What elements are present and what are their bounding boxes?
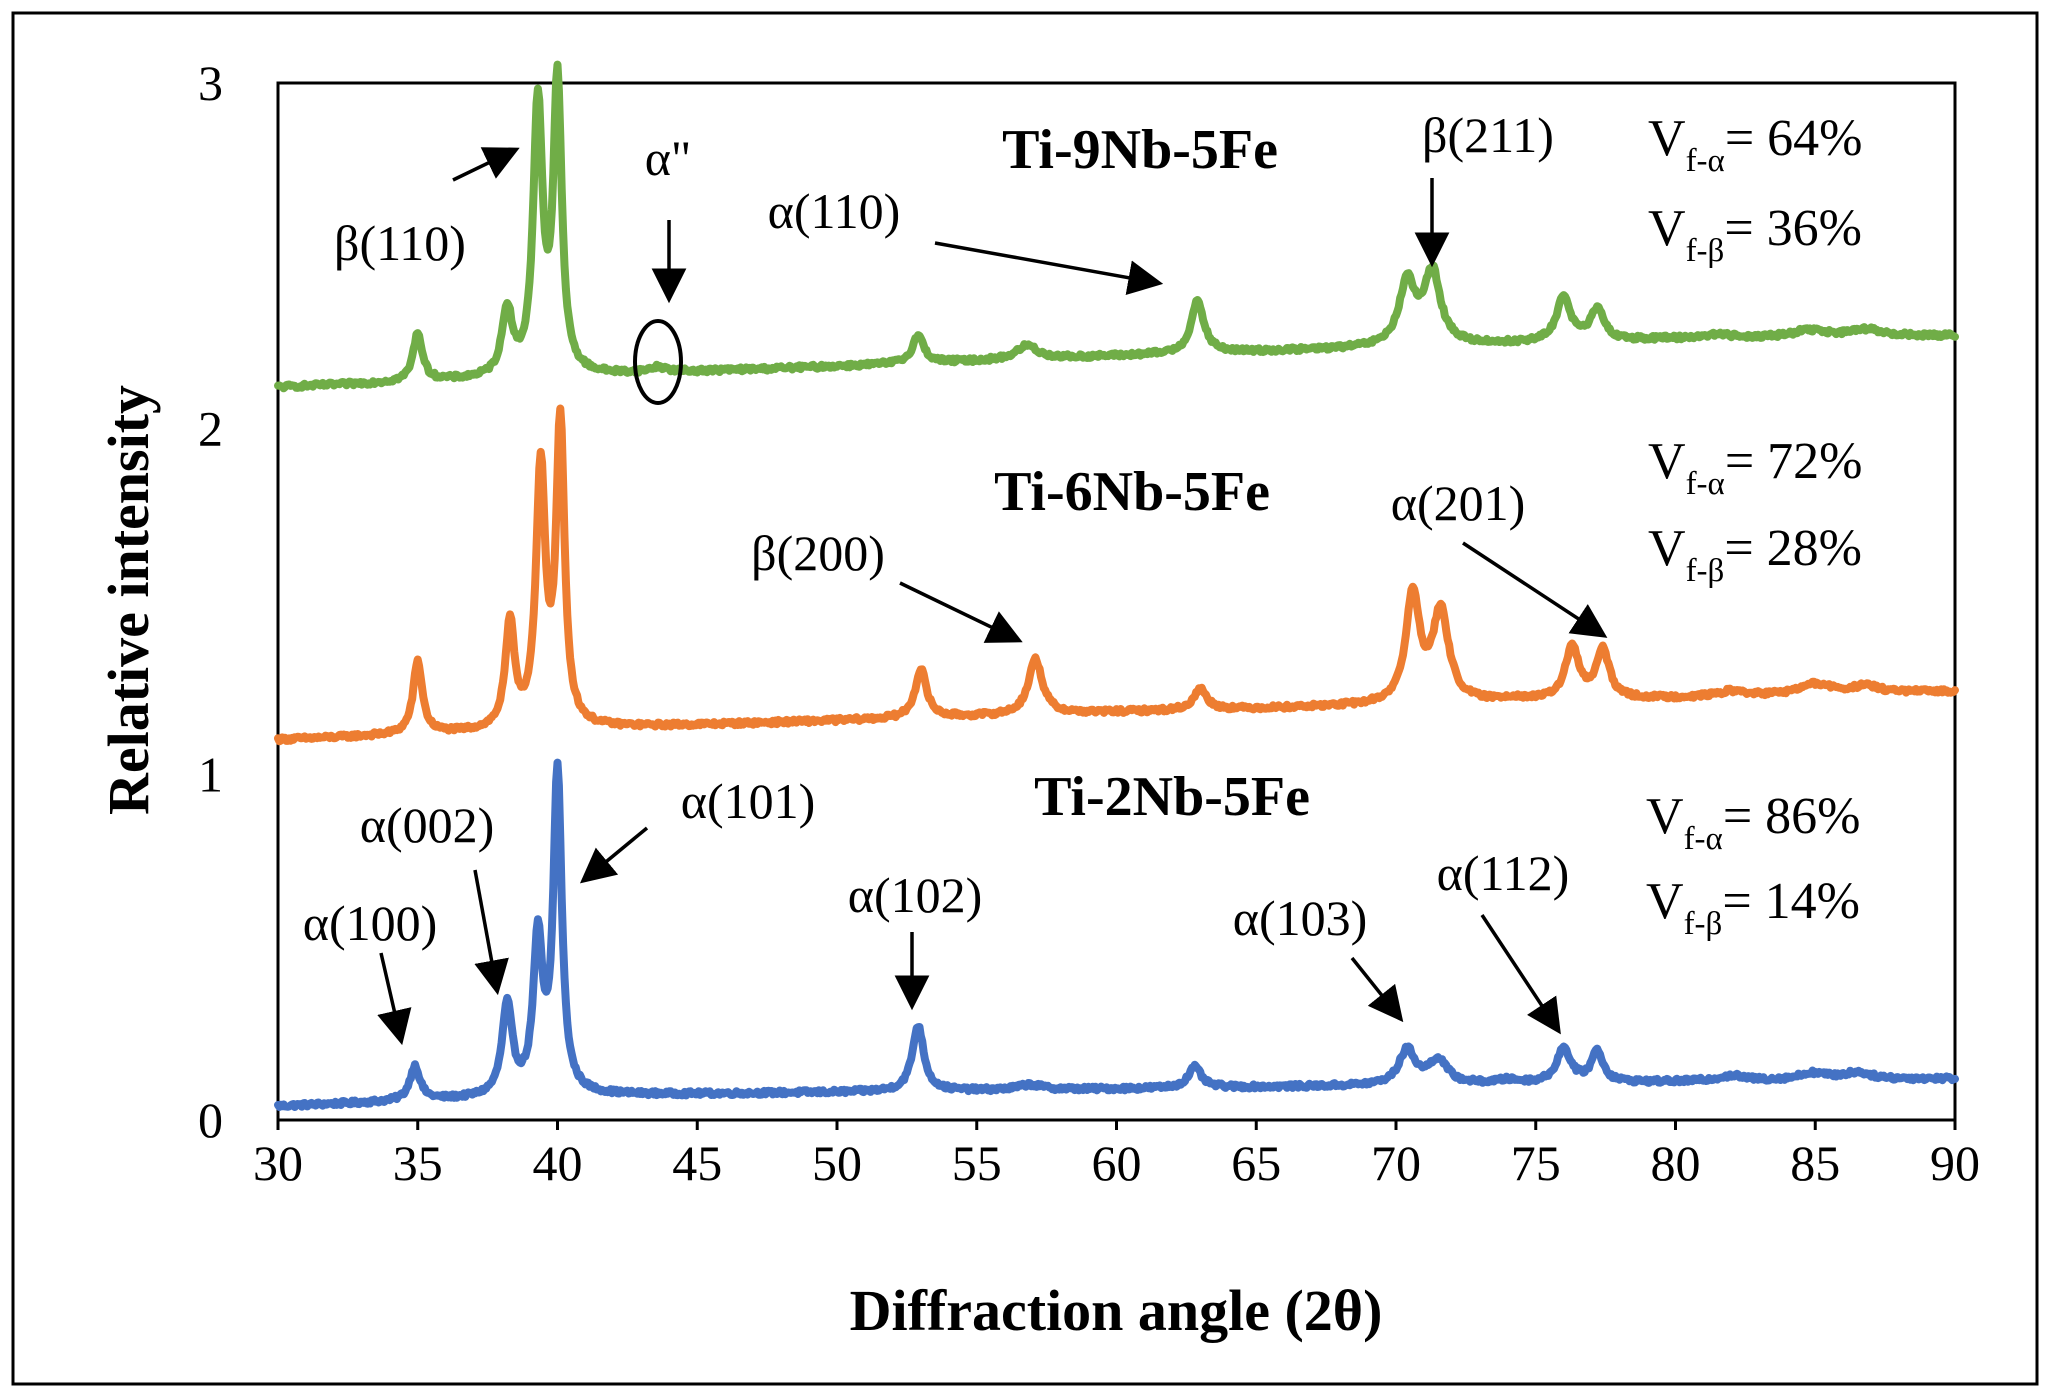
arrow-alpha110 bbox=[934, 241, 1164, 295]
arrow-alpha100 bbox=[377, 952, 412, 1046]
arrow-alpha112 bbox=[1480, 914, 1561, 1035]
x-tick-label: 60 bbox=[1092, 1135, 1142, 1191]
annotation-alpha201: α(201) bbox=[1391, 475, 1526, 531]
annotation-alpha-double-prime: α" bbox=[645, 130, 692, 186]
vf-alpha-top: Vf-α= 64% bbox=[1648, 110, 1863, 179]
annotation-alpha002: α(002) bbox=[360, 797, 495, 853]
y-tick-label: 2 bbox=[198, 401, 223, 457]
vf-beta-top: Vf-β= 36% bbox=[1648, 200, 1862, 269]
alloy-label-bottom: Ti-2Nb-5Fe bbox=[1034, 766, 1310, 828]
x-tick-label: 70 bbox=[1371, 1135, 1421, 1191]
x-tick-label: 55 bbox=[952, 1135, 1002, 1191]
alloy-label-top: Ti-9Nb-5Fe bbox=[1002, 119, 1278, 181]
x-tick-label: 35 bbox=[393, 1135, 443, 1191]
vf-beta-middle: Vf-β= 28% bbox=[1648, 520, 1862, 589]
arrow-beta200 bbox=[899, 581, 1023, 643]
series-line-ti-6nb-5fe bbox=[274, 404, 1959, 746]
x-tick-label: 65 bbox=[1231, 1135, 1281, 1191]
y-tick-label: 0 bbox=[198, 1092, 223, 1148]
annotation-alpha101: α(101) bbox=[681, 773, 816, 829]
x-tick-label: 30 bbox=[253, 1135, 303, 1191]
alloy-label-middle: Ti-6Nb-5Fe bbox=[994, 461, 1270, 523]
vf-alpha-bottom: Vf-α= 86% bbox=[1646, 788, 1861, 857]
arrow-alpha201 bbox=[1462, 541, 1608, 638]
arrow-alpha101 bbox=[579, 826, 649, 884]
x-tick-label: 90 bbox=[1930, 1135, 1980, 1191]
vf-alpha-middle: Vf-α= 72% bbox=[1648, 433, 1863, 502]
alpha-double-prime-circle bbox=[633, 319, 683, 405]
x-tick-label: 75 bbox=[1511, 1135, 1561, 1191]
annotation-alpha110: α(110) bbox=[768, 183, 901, 239]
annotation-beta110: β(110) bbox=[334, 215, 466, 271]
x-axis-title: Diffraction angle (2θ) bbox=[850, 1278, 1383, 1343]
y-tick-label: 1 bbox=[198, 746, 223, 802]
annotation-alpha112: α(112) bbox=[1437, 845, 1570, 901]
y-tick-label: 3 bbox=[198, 55, 223, 111]
figure-border bbox=[11, 11, 2039, 1386]
y-axis-title: Relative intensity bbox=[96, 385, 161, 815]
x-tick-label: 50 bbox=[812, 1135, 862, 1191]
arrow-alpha002 bbox=[473, 869, 509, 996]
x-tick-label: 45 bbox=[672, 1135, 722, 1191]
series-line-ti-2nb-5fe bbox=[274, 758, 1959, 1111]
vf-beta-bottom: Vf-β= 14% bbox=[1646, 873, 1860, 942]
y-axis-ticks: 0 1 2 3 bbox=[198, 55, 223, 1148]
series-layer bbox=[274, 60, 1959, 1111]
x-axis-ticks: 30 35 40 45 50 55 60 65 70 75 80 85 90 bbox=[253, 1120, 1980, 1191]
annotation-beta200: β(200) bbox=[751, 525, 885, 581]
annotation-alpha102: α(102) bbox=[848, 867, 983, 923]
x-tick-label: 85 bbox=[1790, 1135, 1840, 1191]
x-tick-label: 40 bbox=[533, 1135, 583, 1191]
x-tick-label: 80 bbox=[1651, 1135, 1701, 1191]
arrow-alpha103 bbox=[1350, 956, 1404, 1023]
arrow-beta110 bbox=[452, 147, 520, 182]
annotation-beta211: β(211) bbox=[1422, 107, 1554, 163]
annotation-alpha100: α(100) bbox=[303, 895, 438, 951]
series-line-ti-9nb-5fe bbox=[274, 60, 1959, 393]
annotation-alpha103: α(103) bbox=[1233, 890, 1368, 946]
